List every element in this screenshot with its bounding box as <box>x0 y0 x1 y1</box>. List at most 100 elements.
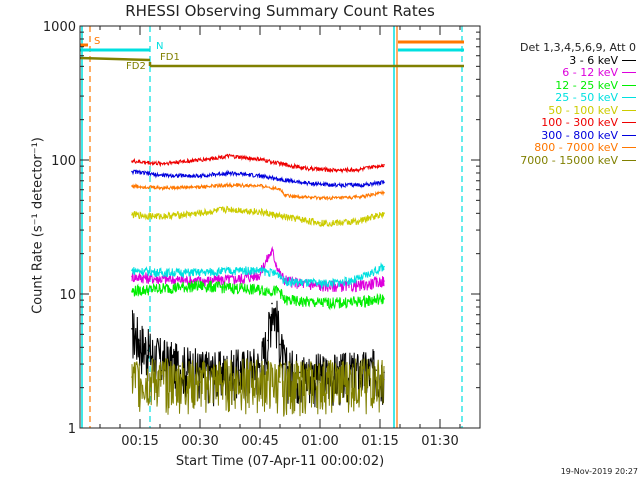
series-line-50-100-kev <box>131 205 385 228</box>
data-point-25-50-kev <box>299 281 301 284</box>
series-line-25-50-kev <box>131 262 385 290</box>
data-point-7000-15000-kev <box>279 381 281 383</box>
legend-swatch <box>622 59 636 61</box>
legend-entry: 50 - 100 keV <box>486 104 636 117</box>
data-point-7000-15000-kev <box>199 381 201 383</box>
data-point-25-50-kev <box>279 273 281 276</box>
series-line-800-7000-kev <box>131 181 385 202</box>
data-point-300-800-kev <box>319 183 321 185</box>
data-point-100-300-kev <box>339 169 341 171</box>
data-point-50-100-kev <box>227 208 229 210</box>
legend-label: 300 - 800 keV <box>541 128 618 142</box>
data-point-3-6-kev <box>275 313 277 316</box>
data-point-6-12-kev <box>159 277 161 280</box>
data-point-800-7000-kev <box>299 196 301 198</box>
data-point-800-7000-kev <box>339 197 341 199</box>
data-point-3-6-kev <box>139 339 141 342</box>
x-tick-label: 01:00 <box>301 434 338 449</box>
data-point-6-12-kev <box>259 273 261 276</box>
data-point-6-12-kev <box>275 262 277 264</box>
data-point-6-12-kev <box>239 277 241 280</box>
data-point-25-50-kev <box>159 271 161 274</box>
series-line-300-800-kev <box>131 169 385 189</box>
data-point-100-300-kev <box>279 162 281 165</box>
legend-swatch <box>622 122 636 124</box>
data-point-100-300-kev <box>131 160 133 162</box>
data-point-25-50-kev <box>283 280 285 282</box>
legend-label: 7000 - 15000 keV <box>520 153 618 167</box>
data-point-800-7000-kev <box>383 191 385 194</box>
data-point-6-12-kev <box>383 280 385 282</box>
data-point-7000-15000-kev <box>319 381 321 383</box>
data-point-12-25-kev <box>383 298 385 300</box>
data-point-800-7000-kev <box>359 196 361 198</box>
data-point-12-25-kev <box>239 287 241 290</box>
data-point-50-100-kev <box>299 218 301 221</box>
data-point-25-50-kev <box>239 269 241 272</box>
data-point-12-25-kev <box>339 301 341 304</box>
x-tick-label: 00:15 <box>121 434 158 449</box>
fd1-flag-bar <box>79 56 151 62</box>
data-point-300-800-kev <box>359 184 361 186</box>
data-point-100-300-kev <box>259 158 261 161</box>
data-point-300-800-kev <box>131 170 133 173</box>
data-point-100-300-kev <box>159 162 161 165</box>
flag-label: S <box>94 36 100 47</box>
legend-entry: 6 - 12 keV <box>486 66 636 80</box>
legend-entry: 100 - 300 keV <box>486 116 636 129</box>
x-tick-label: 00:45 <box>241 434 278 449</box>
legend-swatch <box>622 134 636 136</box>
flag-label: N <box>156 41 163 52</box>
legend-entry: 3 - 6 keV <box>486 54 636 67</box>
data-point-800-7000-kev <box>199 186 201 188</box>
data-point-12-25-kev <box>159 287 161 290</box>
data-point-50-100-kev <box>131 213 133 216</box>
data-point-3-6-kev <box>259 365 261 367</box>
legend-entry: 12 - 25 keV <box>486 79 636 92</box>
data-point-50-100-kev <box>339 221 341 224</box>
data-point-300-800-kev <box>279 178 281 180</box>
data-point-7000-15000-kev <box>159 378 161 381</box>
legend-entry: 300 - 800 keV <box>486 129 636 142</box>
data-point-100-300-kev <box>199 159 201 161</box>
data-point-100-300-kev <box>383 164 385 166</box>
data-point-12-25-kev <box>283 299 285 301</box>
series-line-7000-15000-kev <box>131 358 385 417</box>
data-point-100-300-kev <box>319 168 321 171</box>
data-point-7000-15000-kev <box>239 378 241 381</box>
y-tick-label: 100 <box>51 154 76 169</box>
legend-entry: 800 - 7000 keV <box>486 141 636 154</box>
legend-label: 50 - 100 keV <box>548 103 618 117</box>
timestamp-footer: 19-Nov-2019 20:27 <box>560 467 638 476</box>
series-line-100-300-kev <box>131 153 385 174</box>
data-point-800-7000-kev <box>279 187 281 190</box>
legend-label: 6 - 12 keV <box>562 66 618 80</box>
data-point-12-25-kev <box>319 301 321 304</box>
legend-swatch <box>622 84 636 86</box>
data-point-100-300-kev <box>299 166 301 169</box>
y-axis-label: Count Rate (s⁻¹ detector⁻¹) <box>30 137 46 314</box>
data-point-50-100-kev <box>259 211 261 213</box>
legend-swatch <box>622 109 636 111</box>
data-point-300-800-kev <box>259 175 261 177</box>
x-tick-label: 01:15 <box>361 434 398 449</box>
y-tick-label: 1 <box>68 422 76 437</box>
axis-ticks: 1 10 100 1000 00:15 00:30 00:45 01:00 01:15 01:30 <box>43 20 480 449</box>
x-tick-label: 01:30 <box>421 434 458 449</box>
data-point-3-6-kev <box>159 357 161 360</box>
data-point-3-6-kev <box>131 327 133 330</box>
data-point-50-100-kev <box>383 212 385 215</box>
data-point-3-6-kev <box>179 365 181 367</box>
data-point-800-7000-kev <box>227 184 229 186</box>
data-point-800-7000-kev <box>283 193 285 196</box>
data-point-3-6-kev <box>271 302 273 305</box>
data-point-800-7000-kev <box>319 197 321 199</box>
data-point-25-50-kev <box>383 265 385 268</box>
data-point-25-50-kev <box>259 269 261 272</box>
data-point-25-50-kev <box>131 269 133 272</box>
data-point-300-800-kev <box>383 181 385 184</box>
data-point-6-12-kev <box>131 275 133 278</box>
data-point-800-7000-kev <box>259 185 261 187</box>
data-point-300-800-kev <box>199 175 201 177</box>
